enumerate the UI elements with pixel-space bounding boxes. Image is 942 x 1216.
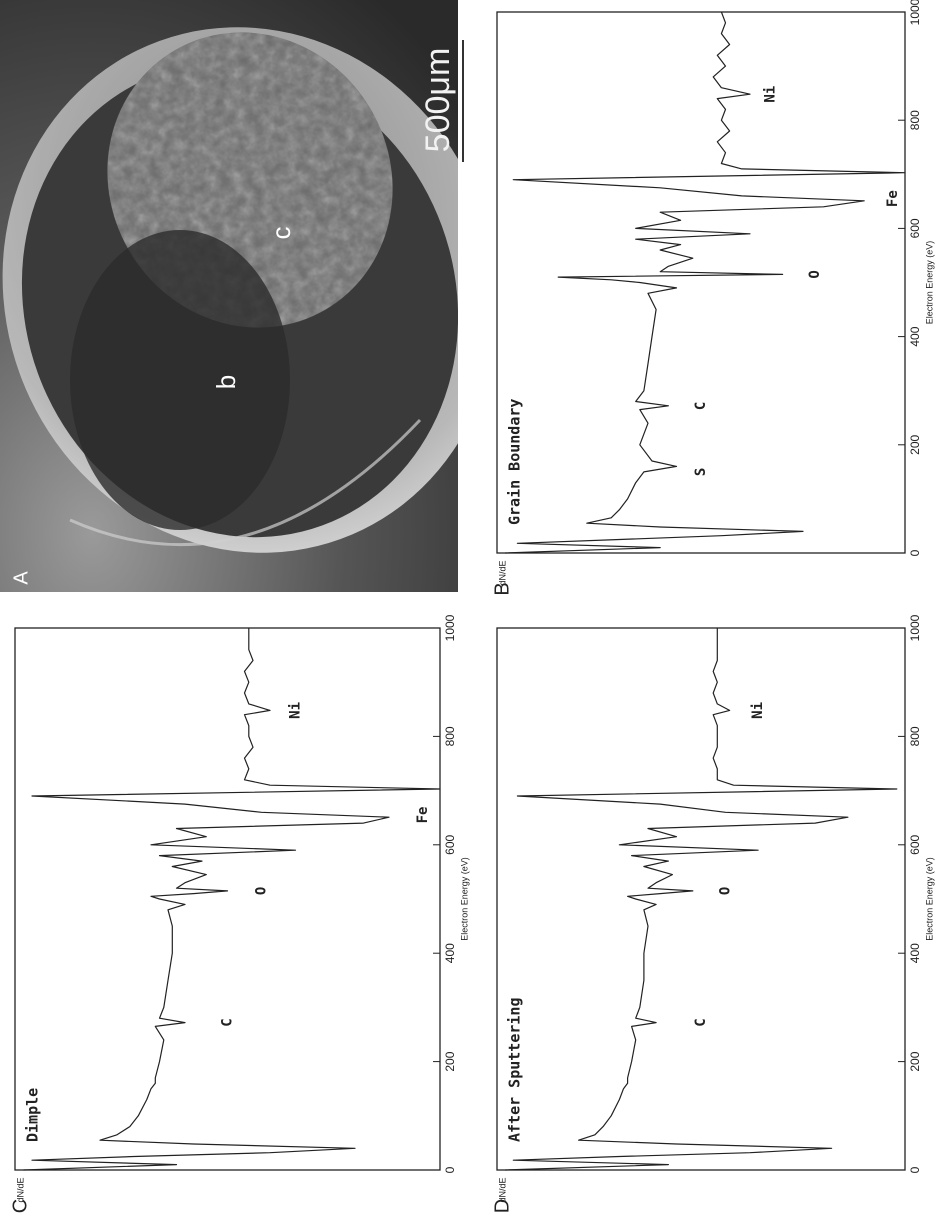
x-axis-label: Electron Energy (eV) xyxy=(924,241,934,325)
x-tick-label: 400 xyxy=(443,943,457,963)
x-axis-label: Electron Energy (eV) xyxy=(459,857,469,941)
x-tick-label: 400 xyxy=(908,943,922,963)
panel-label: D xyxy=(491,1199,513,1213)
scale-bar-label: 500μm xyxy=(419,48,457,153)
spectrum-line xyxy=(505,11,906,554)
x-tick-label: 0 xyxy=(908,1166,922,1173)
peak-label: S xyxy=(693,468,709,476)
peak-label: Fe xyxy=(885,190,901,207)
peak-label: O xyxy=(717,887,733,895)
peak-label: O xyxy=(254,887,270,895)
spectrum-line xyxy=(505,628,898,1171)
peak-label: Ni xyxy=(288,702,304,719)
x-tick-label: 800 xyxy=(908,726,922,746)
x-tick-label: 0 xyxy=(908,549,922,556)
x-axis-label: Electron Energy (eV) xyxy=(924,857,934,941)
panel-label: A xyxy=(10,571,32,585)
x-tick-label: 1000 xyxy=(908,614,922,641)
peak-label: C xyxy=(693,1018,709,1026)
chart-title: Grain Boundary xyxy=(506,399,524,525)
x-tick-label: 200 xyxy=(908,434,922,454)
x-tick-label: 800 xyxy=(908,110,922,130)
sem-image xyxy=(0,0,458,592)
peak-label: C xyxy=(693,402,709,410)
spectrum-line xyxy=(23,628,441,1171)
x-tick-label: 1000 xyxy=(443,614,457,641)
peak-label: Fe xyxy=(415,807,431,824)
x-tick-label: 1000 xyxy=(908,0,922,25)
x-tick-label: 200 xyxy=(443,1051,457,1071)
x-tick-label: 600 xyxy=(908,218,922,238)
sem-annotation: c xyxy=(266,227,296,240)
y-axis-label: dN/dE xyxy=(497,560,507,585)
x-tick-label: 400 xyxy=(908,326,922,346)
peak-label: C xyxy=(220,1018,236,1026)
x-tick-label: 0 xyxy=(443,1166,457,1173)
x-tick-label: 600 xyxy=(908,834,922,854)
sem-annotation: b xyxy=(211,375,241,389)
chart-title: Dimple xyxy=(24,1088,42,1142)
y-axis-label: dN/dE xyxy=(15,1177,25,1202)
chart-title: After Sputtering xyxy=(506,998,524,1143)
x-tick-label: 200 xyxy=(908,1051,922,1071)
plot-frame xyxy=(496,627,906,1171)
x-tick-label: 800 xyxy=(443,726,457,746)
panel-label: C xyxy=(9,1199,31,1213)
peak-label: O xyxy=(807,270,823,278)
y-axis-label: dN/dE xyxy=(497,1177,507,1202)
x-tick-label: 600 xyxy=(443,834,457,854)
plot-frame xyxy=(14,627,441,1171)
plot-frame xyxy=(496,11,906,554)
peak-label: Ni xyxy=(750,702,766,719)
panel-label: B xyxy=(491,582,513,595)
peak-label: Ni xyxy=(762,86,778,103)
